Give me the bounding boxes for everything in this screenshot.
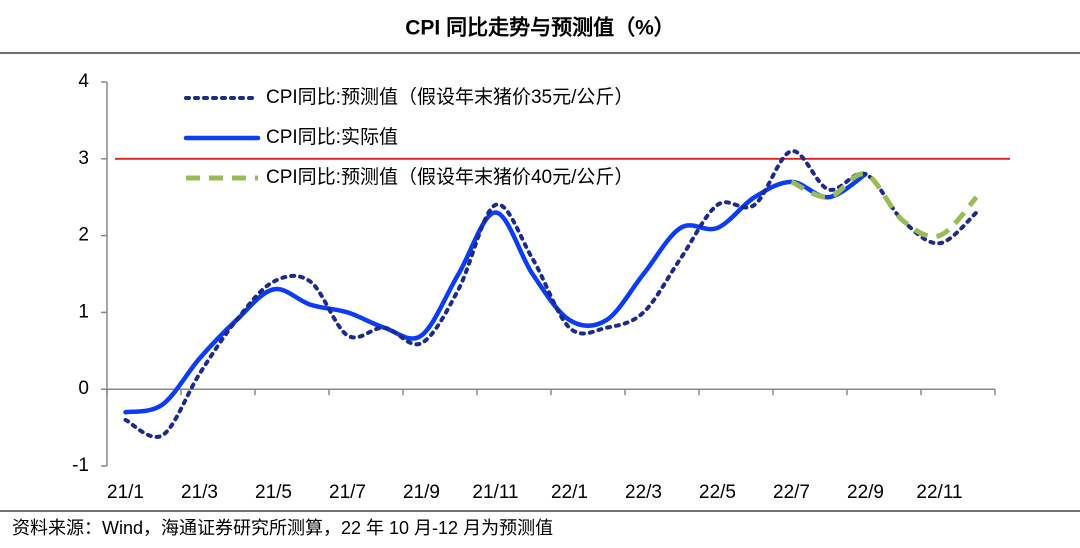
x-tick-label: 21/3 [181,482,218,503]
legend-label: CPI同比:实际值 [266,126,398,148]
y-tick-label: -1 [72,455,89,476]
series-line [123,149,979,439]
source-note: 资料来源：Wind，海通证券研究所测算，22 年 10 月-12 月为预测值 [12,518,553,538]
legend-label: CPI同比:预测值（假设年末猪价40元/公斤） [266,166,633,188]
y-tick-label: 0 [78,378,89,399]
x-tick-label: 21/1 [107,482,144,503]
series-line [123,171,868,415]
y-tick-label: 4 [78,71,89,92]
x-tick-label: 22/11 [916,482,962,503]
series-line [790,171,979,239]
x-tick-label: 22/5 [699,482,736,503]
x-tick-label: 21/7 [329,482,366,503]
x-tick-label: 22/9 [847,482,884,503]
x-tick-label: 21/11 [472,482,518,503]
x-tick-label: 22/7 [773,482,810,503]
y-tick-label: 3 [78,148,89,169]
x-tick-label: 21/5 [255,482,292,503]
x-tick-label: 22/3 [625,482,662,503]
x-tick-label: 22/1 [551,482,588,503]
chart-title: CPI 同比走势与预测值（%） [405,16,675,40]
x-tick-label: 21/9 [403,482,440,503]
y-tick-label: 1 [78,301,89,322]
legend-label: CPI同比:预测值（假设年末猪价35元/公斤） [266,86,633,108]
y-tick-label: 2 [78,225,89,246]
